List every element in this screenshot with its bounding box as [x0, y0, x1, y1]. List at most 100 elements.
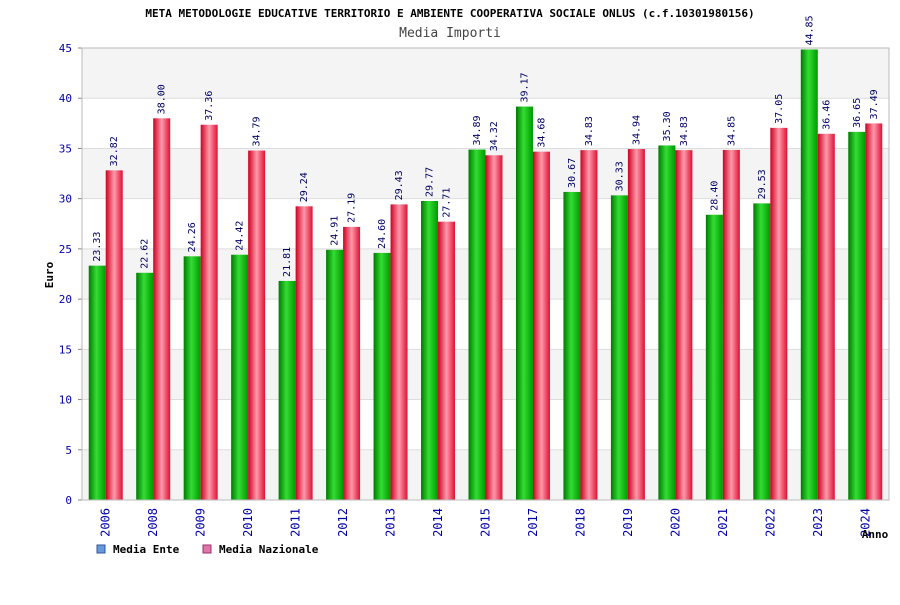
legend-swatch-media-ente	[96, 544, 106, 554]
legend-label-media-ente: Media Ente	[113, 543, 180, 556]
y-tick-label: 5	[65, 444, 72, 457]
bar-media-ente	[231, 254, 249, 500]
data-label-media-ente: 30.33	[614, 161, 625, 191]
data-label-media-ente: 36.65	[852, 98, 863, 128]
x-tick-label: 2012	[336, 508, 350, 537]
y-tick-label: 40	[59, 92, 72, 105]
bar-media-nazionale	[105, 170, 123, 500]
plot-frame	[81, 47, 890, 501]
y-tick-label: 45	[59, 42, 72, 55]
x-tick-label: 2009	[194, 508, 208, 537]
bar-media-nazionale	[770, 127, 788, 500]
data-label-media-nazionale: 37.49	[869, 89, 880, 119]
bar-media-nazionale	[817, 133, 835, 501]
data-label-media-nazionale: 34.94	[631, 115, 642, 145]
bar-media-ente	[610, 195, 628, 501]
bar-media-nazionale	[580, 150, 598, 501]
x-tick-label: 2019	[621, 508, 635, 537]
bar-media-ente	[800, 49, 818, 501]
data-label-media-ente: 35.30	[662, 111, 673, 141]
data-label-media-nazionale: 34.85	[726, 116, 737, 146]
y-tick-label: 25	[59, 243, 72, 256]
data-label-media-nazionale: 34.83	[679, 116, 690, 146]
x-tick-label: 2013	[384, 508, 398, 537]
bar-media-ente	[88, 265, 106, 500]
bar-media-ente	[136, 272, 154, 500]
data-label-media-ente: 21.81	[282, 247, 293, 277]
bar-media-nazionale	[627, 149, 645, 500]
data-label-media-nazionale: 27.19	[347, 193, 358, 223]
y-tick-label: 10	[59, 394, 72, 407]
y-tick-label: 30	[59, 193, 72, 206]
grid-band	[82, 48, 889, 99]
data-label-media-nazionale: 37.36	[204, 91, 215, 121]
bar-media-nazionale	[675, 150, 693, 501]
bar-media-ente	[563, 191, 581, 500]
y-axis-label: Euro	[43, 261, 56, 288]
legend: Media Ente Media Nazionale	[96, 543, 319, 556]
y-tick-label: 15	[59, 343, 72, 356]
bar-media-nazionale	[343, 226, 361, 501]
x-tick-label: 2020	[668, 508, 682, 537]
x-tick-label: 2008	[146, 508, 160, 537]
data-label-media-nazionale: 34.32	[489, 121, 500, 151]
bar-media-ente	[326, 249, 344, 500]
bar-media-ente	[183, 256, 201, 500]
x-tick-label: 2011	[289, 508, 303, 537]
bar-media-nazionale	[865, 123, 883, 500]
bar-media-nazionale	[438, 221, 456, 500]
data-label-media-nazionale: 27.71	[442, 188, 453, 218]
x-tick-label: 2015	[479, 508, 493, 537]
y-tick-label: 0	[65, 494, 72, 507]
data-label-media-ente: 39.17	[519, 72, 530, 102]
bar-media-nazionale	[153, 118, 171, 501]
data-label-media-nazionale: 32.82	[109, 136, 120, 166]
chart-subtitle: Media Importi	[399, 26, 501, 41]
data-label-media-ente: 23.33	[92, 232, 103, 262]
data-label-media-nazionale: 29.43	[394, 170, 405, 200]
x-tick-label: 2010	[241, 508, 255, 537]
bar-media-ente	[468, 149, 486, 501]
x-tick-label: 2006	[99, 508, 113, 537]
y-tick-label: 20	[59, 293, 72, 306]
bar-media-ente	[705, 214, 723, 500]
chart-title: META METODOLOGIE EDUCATIVE TERRITORIO E …	[145, 7, 754, 20]
bar-media-ente	[658, 145, 676, 501]
x-tick-label: 2021	[716, 508, 730, 537]
bar-media-ente	[421, 200, 439, 501]
x-tick-label: 2017	[526, 508, 540, 537]
data-label-media-ente: 22.62	[140, 239, 151, 269]
bar-media-ente	[848, 131, 866, 501]
bar-media-nazionale	[248, 150, 266, 500]
x-tick-label: 2023	[811, 508, 825, 537]
x-axis-label: Anno	[862, 528, 889, 541]
data-label-media-ente: 24.42	[235, 221, 246, 251]
data-label-media-ente: 30.67	[567, 158, 578, 188]
data-label-media-ente: 34.89	[472, 115, 483, 145]
bar-media-ente	[278, 280, 296, 500]
legend-swatch-media-nazionale	[202, 544, 212, 554]
data-label-media-ente: 28.40	[709, 181, 720, 211]
x-tick-label: 2022	[763, 508, 777, 537]
x-tick-label: 2018	[573, 508, 587, 537]
data-label-media-nazionale: 36.46	[821, 100, 832, 130]
bar-media-ente	[373, 252, 391, 500]
data-label-media-ente: 24.60	[377, 219, 388, 249]
bar-media-ente	[515, 106, 533, 500]
data-label-media-ente: 44.85	[804, 15, 815, 45]
data-label-media-nazionale: 34.79	[252, 116, 263, 146]
data-label-media-ente: 29.53	[757, 169, 768, 199]
x-tick-label: 2024	[858, 508, 872, 537]
x-tick-label: 2014	[431, 508, 445, 537]
bar-media-ente	[753, 203, 771, 500]
data-label-media-nazionale: 37.05	[774, 94, 785, 124]
legend-label-media-nazionale: Media Nazionale	[219, 543, 319, 556]
bar-media-nazionale	[200, 124, 218, 500]
data-label-media-nazionale: 38.00	[157, 84, 168, 114]
data-label-media-ente: 24.91	[330, 216, 341, 246]
data-label-media-nazionale: 34.83	[584, 116, 595, 146]
bar-media-nazionale	[295, 206, 313, 500]
data-label-media-nazionale: 34.68	[536, 118, 547, 148]
